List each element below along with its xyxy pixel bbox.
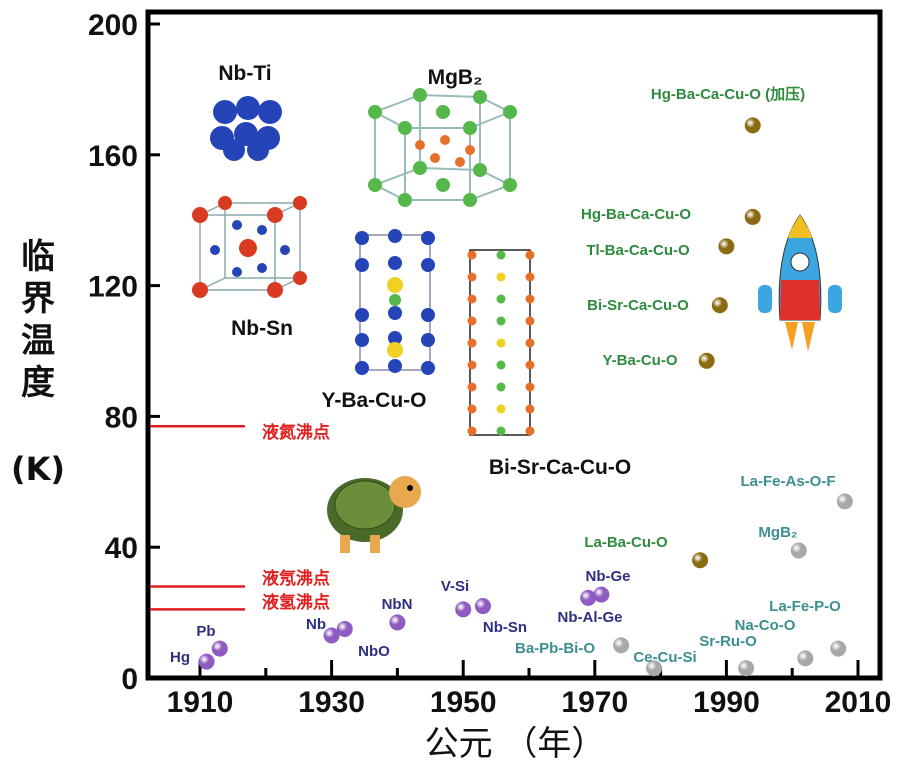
reference-line-label: 液氖沸点	[262, 568, 330, 589]
data-point-label: La-Fe-As-O-F	[741, 473, 836, 490]
data-point-label: NbO	[358, 643, 390, 660]
x-tick-label: 2010	[825, 686, 892, 719]
data-point	[198, 653, 215, 670]
data-point-label: Nb-Ge	[586, 568, 631, 585]
data-point	[613, 637, 630, 654]
data-point-label: Sr-Ru-O	[699, 633, 757, 650]
rocket-illustration	[758, 214, 842, 352]
reference-line-label: 液氢沸点	[262, 592, 330, 613]
data-point-label: Nb-Al-Ge	[558, 609, 623, 626]
nb-sn-structure	[192, 196, 307, 298]
structure-label-bscco: Bi-Sr-Ca-Cu-O	[489, 456, 631, 479]
data-point	[692, 552, 709, 569]
data-point	[474, 598, 491, 615]
data-point-label: La-Fe-P-O	[769, 598, 841, 615]
data-point-label: Pb	[196, 623, 215, 640]
y-tick-label: 0	[121, 663, 138, 696]
data-point	[593, 586, 610, 603]
plot-frame	[145, 9, 883, 681]
data-point	[836, 493, 853, 510]
data-point-label: Hg	[170, 649, 190, 666]
data-point-label: Na-Co-O	[735, 617, 796, 634]
structure-label-nb-sn: Nb-Sn	[231, 317, 293, 340]
data-point-label: Bi-Sr-Ca-Cu-O	[587, 297, 689, 314]
data-point	[830, 640, 847, 657]
x-tick-label: 1990	[693, 686, 760, 719]
x-tick-label: 1910	[167, 686, 234, 719]
reference-line-label: 液氮沸点	[262, 422, 330, 443]
nb-ti-structure	[210, 96, 282, 161]
data-point	[718, 238, 735, 255]
data-point	[744, 117, 761, 134]
y-tick-label: 200	[88, 9, 138, 42]
data-point-label: Ce-Cu-Si	[633, 649, 696, 666]
data-point-label: MgB₂	[758, 524, 797, 541]
data-point-label: Hg-Ba-Ca-Cu-O (加压)	[651, 86, 805, 103]
data-point-label: Hg-Ba-Ca-Cu-O	[581, 206, 691, 223]
data-point	[580, 589, 597, 606]
turtle-illustration	[327, 476, 421, 553]
y-axis-title-char: 度	[21, 363, 55, 403]
x-tick-label: 1930	[298, 686, 365, 719]
data-point	[711, 297, 728, 314]
y-tick-label: 160	[88, 140, 138, 173]
data-point	[211, 640, 228, 657]
data-point-label: NbN	[382, 596, 413, 613]
structure-label-ybco: Y-Ba-Cu-O	[322, 389, 427, 412]
ybco-structure	[355, 229, 435, 375]
structure-label-mgb2: MgB₂	[428, 66, 483, 89]
data-point	[389, 614, 406, 631]
data-point-label: Nb	[306, 616, 326, 633]
x-tick-label: 1950	[430, 686, 497, 719]
data-point-label: La-Ba-Cu-O	[584, 534, 668, 551]
data-point	[790, 542, 807, 559]
y-axis-title: 临 界 温 度 (K)	[11, 237, 65, 488]
data-point-label: Ba-Pb-Bi-O	[515, 640, 595, 657]
data-point	[455, 601, 472, 618]
y-tick-label: 120	[88, 271, 138, 304]
bscco-structure	[467, 249, 535, 436]
data-point	[323, 627, 340, 644]
y-axis-title-char: 界	[21, 279, 55, 319]
data-point	[744, 208, 761, 225]
data-point-label: Y-Ba-Cu-O	[603, 352, 678, 369]
data-point	[797, 650, 814, 667]
data-point-label: V-Si	[441, 578, 469, 595]
y-axis-title-char: 温	[21, 321, 55, 361]
data-point-label: Tl-Ba-Ca-Cu-O	[586, 242, 690, 259]
data-point	[738, 660, 755, 677]
y-tick-label: 80	[105, 401, 138, 434]
y-tick-label: 40	[105, 532, 138, 565]
data-point-label: Nb-Sn	[483, 619, 527, 636]
data-point	[336, 620, 353, 637]
y-axis-title-unit: (K)	[11, 450, 65, 488]
data-point	[646, 660, 663, 677]
data-point	[698, 352, 715, 369]
y-axis-title-char: 临	[21, 237, 55, 277]
x-tick-label: 1970	[561, 686, 628, 719]
structure-label-nb-ti: Nb-Ti	[218, 62, 271, 85]
mgb2-structure	[368, 88, 517, 207]
x-axis-title: 公元 （年）	[425, 724, 606, 764]
